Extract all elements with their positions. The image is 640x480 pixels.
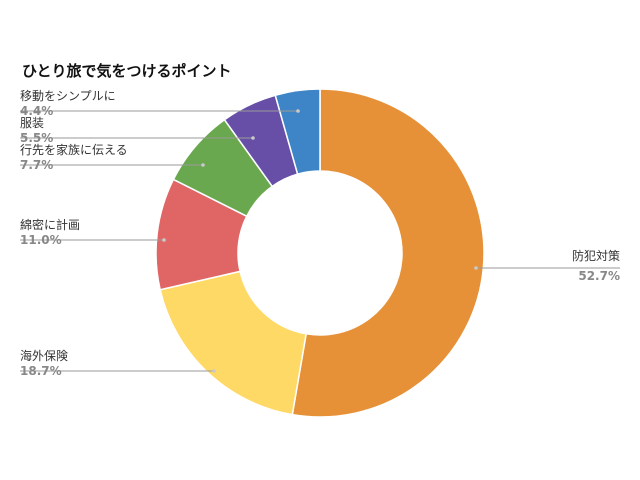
- leader-dot-4: [201, 163, 205, 167]
- slice-2: [159, 270, 308, 416]
- slice-label-6: 移動をシンプルに: [20, 89, 116, 103]
- slice-1: [291, 88, 485, 418]
- slice-label-2: 海外保険: [20, 348, 68, 363]
- slice-percent-3: 11.0%: [20, 233, 62, 247]
- leader-dot-2: [212, 369, 216, 373]
- slice-percent-6: 4.4%: [20, 104, 53, 118]
- slice-label-1: 防犯対策: [572, 248, 620, 263]
- slice-label-3: 綿密に計画: [20, 217, 80, 232]
- slice-percent-2: 18.7%: [20, 364, 62, 378]
- leader-dot-5: [251, 136, 255, 140]
- chart-title: ひとり旅で気をつけるポイント: [22, 62, 232, 80]
- slice-label-5: 服装: [20, 116, 44, 130]
- slice-label-4: 行先を家族に伝える: [20, 142, 128, 157]
- slice-percent-1: 52.7%: [578, 269, 620, 283]
- slice-percent-4: 7.7%: [20, 158, 53, 172]
- slice-group: [155, 88, 485, 418]
- leader-dot-1: [474, 266, 478, 270]
- slice-6: [274, 88, 321, 176]
- leader-dot-3: [162, 238, 166, 242]
- leader-dot-6: [296, 109, 300, 113]
- slice-percent-5: 5.5%: [20, 131, 53, 145]
